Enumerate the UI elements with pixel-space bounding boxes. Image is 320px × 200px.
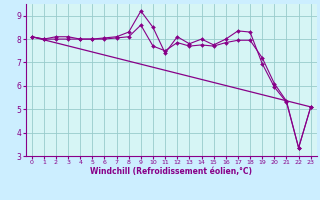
X-axis label: Windchill (Refroidissement éolien,°C): Windchill (Refroidissement éolien,°C) — [90, 167, 252, 176]
